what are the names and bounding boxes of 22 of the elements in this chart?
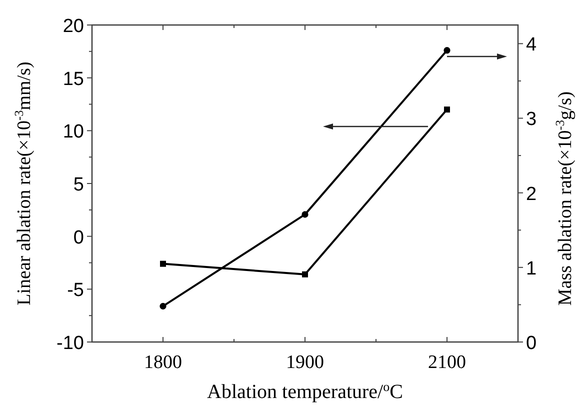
y-tick-label: 5 [73, 174, 84, 196]
x-tick-label: 1800 [144, 352, 182, 373]
point [444, 106, 450, 113]
y-tick-label: 20 [62, 16, 84, 37]
y-tick-label: -5 [67, 280, 84, 302]
point [302, 211, 308, 218]
y2-tick-label: 0 [526, 333, 537, 354]
y-tick-label: 0 [73, 227, 84, 248]
point [444, 47, 450, 54]
x-axis-title: Ablation temperature/$^{o}$C [207, 378, 403, 403]
y2-tick-label: 1 [526, 258, 537, 280]
y2-tick-label: 3 [526, 109, 537, 130]
y2-tick-label: 4 [526, 34, 537, 56]
y-tick-label: -10 [56, 333, 84, 354]
y-tick-label: 10 [62, 122, 84, 143]
point [160, 302, 166, 310]
y2-tick-label: 2 [526, 184, 537, 205]
x-tick-label: 1900 [286, 352, 324, 373]
point [160, 260, 166, 267]
point [302, 271, 308, 278]
y-tick-label: 15 [62, 68, 84, 90]
x-tick-label: 2100 [428, 352, 466, 373]
